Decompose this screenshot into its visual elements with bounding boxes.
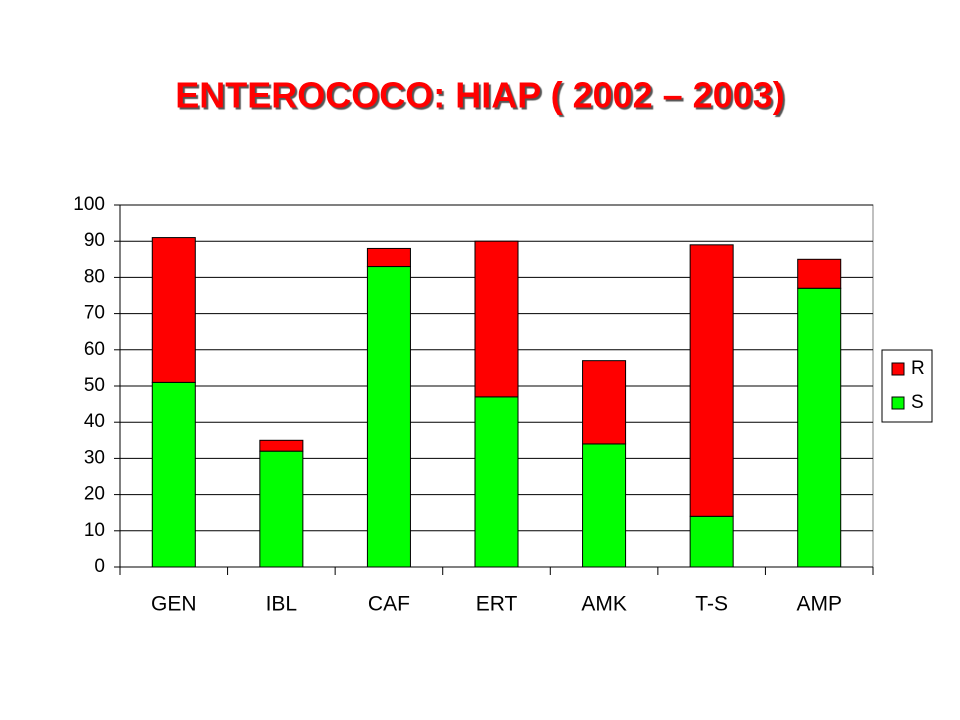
x-tick-label: GEN	[151, 593, 197, 616]
y-tick-label: 60	[84, 339, 105, 360]
legend-label: S	[911, 392, 924, 413]
bar-segment	[797, 287, 842, 568]
bar-segment	[366, 247, 411, 268]
bar-segment	[474, 240, 519, 398]
y-tick-label: 90	[84, 230, 105, 251]
bar-segment	[582, 360, 627, 445]
y-tick-label: 100	[73, 194, 105, 215]
y-tick-label: 40	[84, 411, 105, 432]
y-tick-label: 30	[84, 447, 105, 468]
y-tick-label: 10	[84, 520, 105, 541]
y-tick-label: 0	[94, 556, 105, 577]
bar-segment	[474, 396, 519, 568]
bar-segment	[259, 450, 304, 568]
y-tick-label: 50	[84, 375, 105, 396]
bar-segment	[582, 443, 627, 568]
bar-segment	[259, 439, 304, 452]
x-tick-label: AMP	[796, 593, 842, 616]
bar-segment	[151, 237, 196, 383]
legend-swatch	[891, 362, 905, 376]
x-tick-label: ERT	[476, 593, 518, 616]
legend-label: R	[911, 358, 925, 379]
x-tick-label: IBL	[266, 593, 298, 616]
x-tick-label: T-S	[695, 593, 728, 616]
bar-segment	[689, 515, 734, 568]
bar-segment	[689, 244, 734, 517]
bar-segment	[797, 258, 842, 289]
y-tick-label: 20	[84, 484, 105, 505]
legend-box	[881, 349, 933, 423]
chart-title: ENTEROCOCO: HIAP ( 2002 – 2003)	[175, 75, 785, 116]
x-tick-label: AMK	[581, 593, 627, 616]
bar-segment	[151, 381, 196, 568]
x-tick-label: CAF	[368, 593, 410, 616]
y-tick-label: 70	[84, 303, 105, 324]
legend-swatch	[891, 396, 905, 410]
y-tick-label: 80	[84, 266, 105, 287]
bar-segment	[366, 266, 411, 568]
